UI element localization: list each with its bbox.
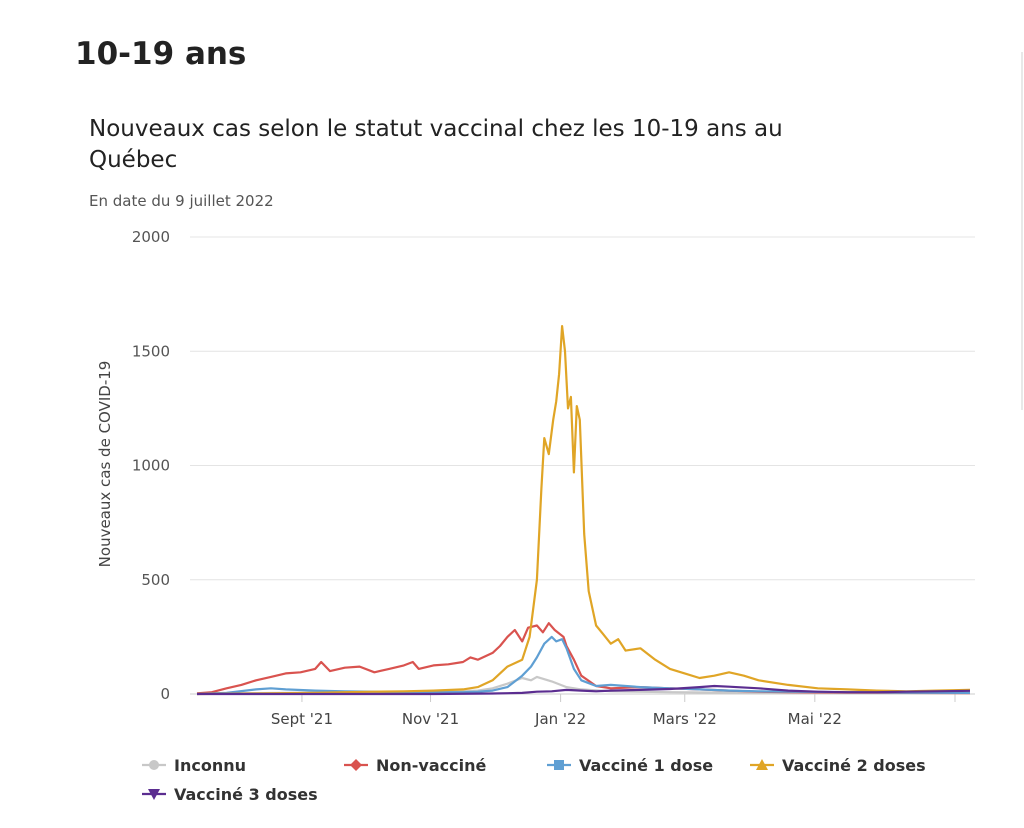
- legend-item[interactable]: Vacciné 3 doses: [142, 785, 318, 804]
- x-tick-label: Nov '21: [402, 710, 459, 728]
- y-tick-label: 0: [160, 685, 170, 703]
- y-tick-label: 500: [141, 571, 170, 589]
- y-tick-label: 1500: [132, 342, 170, 360]
- y-tick-label: 2000: [132, 228, 170, 246]
- series-line-vaccin-2-doses[interactable]: [196, 325, 971, 696]
- y-axis-label: Nouveaux cas de COVID-19: [96, 361, 114, 568]
- legend-marker-icon: [756, 759, 768, 770]
- legend-marker-icon: [554, 760, 564, 770]
- legend-label: Vacciné 3 doses: [174, 785, 318, 804]
- legend-item[interactable]: Non-vacciné: [344, 756, 486, 775]
- legend-label: Inconnu: [174, 756, 246, 775]
- legend-item[interactable]: Vacciné 1 dose: [547, 756, 713, 775]
- chart-subtitle: En date du 9 juillet 2022: [89, 192, 274, 210]
- legend-label: Non-vacciné: [376, 756, 486, 775]
- legend-label: Vacciné 1 dose: [579, 756, 713, 775]
- legend: Inconnu Non-vacciné Vacciné 1 dose Vacciné …: [142, 756, 926, 804]
- x-tick-label: Mars '22: [653, 710, 717, 728]
- x-axis: Sept '21 Nov '21 Jan '22 Mars '22 Mai '22: [271, 694, 956, 728]
- series-lines: [196, 325, 971, 696]
- legend-item[interactable]: Vacciné 2 doses: [750, 756, 926, 775]
- y-axis-ticks: 0 500 1000 1500 2000: [132, 228, 170, 703]
- page-heading: 10-19 ans: [75, 36, 247, 72]
- x-tick-label: Jan '22: [534, 710, 586, 728]
- y-tick-label: 1000: [132, 457, 170, 475]
- series-line-non-vaccin-[interactable]: [196, 622, 971, 695]
- chart-title-line-2: Québec: [89, 147, 177, 173]
- legend-marker-icon: [350, 759, 362, 771]
- x-tick-label: Sept '21: [271, 710, 333, 728]
- legend-item[interactable]: Inconnu: [142, 756, 246, 775]
- side-divider: [1021, 52, 1023, 410]
- legend-marker-icon: [148, 789, 160, 800]
- legend-marker-icon: [149, 760, 159, 770]
- legend-label: Vacciné 2 doses: [782, 756, 926, 775]
- chart-title-line-1: Nouveaux cas selon le statut vaccinal ch…: [89, 116, 783, 142]
- x-tick-label: Mai '22: [788, 710, 842, 728]
- series-line-vaccin-1-dose[interactable]: [196, 635, 971, 696]
- series-line-vaccin-3-doses[interactable]: [197, 684, 971, 696]
